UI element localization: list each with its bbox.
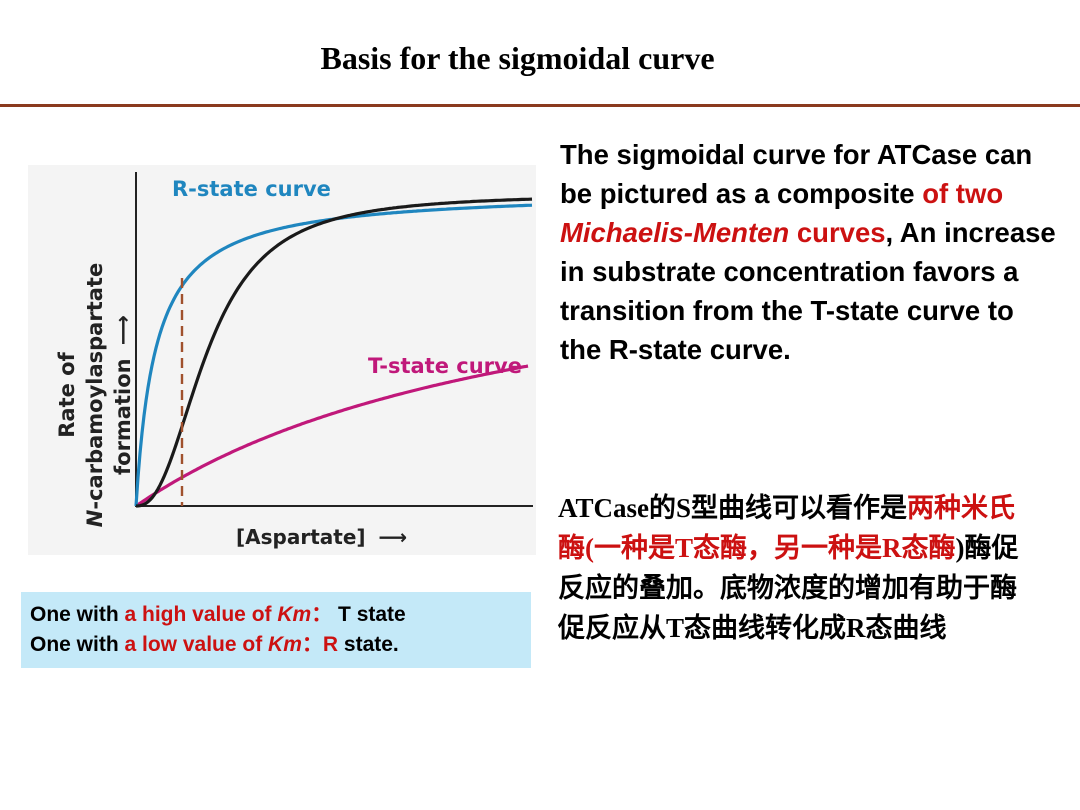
figure-background bbox=[28, 165, 536, 555]
r-state-curve-label: R-state curve bbox=[172, 177, 331, 201]
chinese-description: ATCase的S型曲线可以看作是两种米氏酶(一种是T态酶，另一种是R态酶)酶促反… bbox=[558, 493, 1019, 643]
y-axis-label-line2: N-carbamoylaspartate bbox=[83, 263, 107, 527]
t-state-curve-label: T-state curve bbox=[368, 354, 522, 378]
km-line-low: One with a low value of Km：R state. bbox=[30, 633, 399, 656]
y-axis-label-line3: formation ⟶ bbox=[111, 315, 135, 475]
y-axis-label: Rate of N-carbamoylaspartate formation ⟶ bbox=[55, 263, 135, 527]
t-state-curve bbox=[135, 364, 529, 508]
slide-title: Basis for the sigmoidal curve bbox=[320, 40, 715, 76]
sigmoidal-curve-figure: R-state curve T-state curve [Aspartate] … bbox=[55, 172, 533, 549]
x-axis-label: [Aspartate] ⟶ bbox=[236, 525, 407, 549]
y-axis-label-line1: Rate of bbox=[55, 351, 79, 437]
description-text: The sigmoidal curve for ATCase can be pi… bbox=[560, 139, 1056, 365]
title-divider bbox=[0, 104, 1080, 107]
km-line-high: One with a high value of Km： T state bbox=[30, 603, 406, 626]
km-summary-box: One with a high value of Km： T state One… bbox=[21, 592, 531, 668]
observed-sigmoidal-curve bbox=[135, 197, 533, 508]
